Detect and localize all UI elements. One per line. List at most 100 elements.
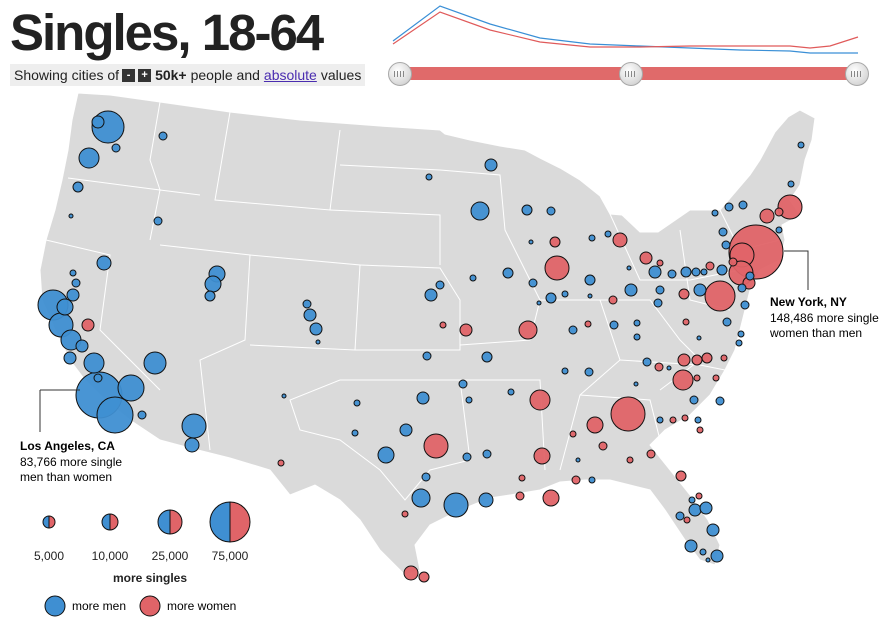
city-bubble-more-women[interactable]: [701, 352, 713, 364]
slider-handle-start[interactable]: [388, 62, 412, 86]
city-bubble-more-women[interactable]: [459, 323, 473, 337]
city-bubble-more-men[interactable]: [184, 437, 200, 453]
city-bubble-more-women[interactable]: [81, 318, 95, 332]
city-bubble-more-women[interactable]: [639, 251, 653, 265]
city-bubble-more-women[interactable]: [683, 516, 691, 524]
city-bubble-more-men[interactable]: [653, 298, 663, 308]
city-bubble-more-men[interactable]: [694, 416, 702, 424]
city-bubble-more-men[interactable]: [462, 452, 472, 462]
city-bubble-more-women[interactable]: [277, 459, 285, 467]
city-bubble-more-men[interactable]: [465, 396, 473, 404]
city-bubble-more-women[interactable]: [542, 489, 560, 507]
city-bubble-more-women[interactable]: [586, 416, 604, 434]
city-bubble-more-men[interactable]: [521, 204, 533, 216]
city-bubble-more-women[interactable]: [669, 416, 677, 424]
city-bubble-more-women[interactable]: [677, 353, 691, 367]
city-bubble-more-men[interactable]: [481, 351, 493, 363]
city-bubble-more-men[interactable]: [309, 322, 323, 336]
city-bubble-more-men[interactable]: [204, 290, 216, 302]
city-bubble-more-women[interactable]: [626, 456, 634, 464]
city-bubble-more-men[interactable]: [111, 143, 121, 153]
city-bubble-more-men[interactable]: [143, 351, 167, 375]
city-bubble-more-men[interactable]: [303, 308, 317, 322]
city-bubble-more-men[interactable]: [458, 379, 468, 389]
city-bubble-more-men[interactable]: [699, 548, 707, 556]
city-bubble-more-men[interactable]: [63, 351, 77, 365]
slider-handle-middle[interactable]: [619, 62, 643, 86]
city-bubble-more-women[interactable]: [518, 474, 526, 482]
city-bubble-more-men[interactable]: [377, 446, 395, 464]
city-bubble-more-men[interactable]: [416, 391, 430, 405]
increase-button[interactable]: +: [138, 68, 152, 82]
city-bubble-more-men[interactable]: [137, 410, 147, 420]
city-bubble-more-women[interactable]: [693, 374, 701, 382]
city-bubble-more-men[interactable]: [775, 226, 783, 234]
city-bubble-more-men[interactable]: [484, 158, 498, 172]
city-bubble-more-women[interactable]: [654, 362, 664, 372]
city-bubble-more-women[interactable]: [695, 492, 703, 500]
city-bubble-more-women[interactable]: [610, 396, 646, 432]
city-bubble-more-men[interactable]: [666, 365, 672, 371]
city-bubble-more-men[interactable]: [699, 501, 713, 515]
city-bubble-more-men[interactable]: [667, 269, 677, 279]
city-bubble-more-men[interactable]: [648, 265, 662, 279]
city-bubble-more-men[interactable]: [706, 523, 720, 537]
city-bubble-more-men[interactable]: [688, 503, 702, 517]
city-bubble-more-men[interactable]: [684, 539, 698, 553]
city-bubble-more-men[interactable]: [422, 351, 432, 361]
city-bubble-more-women[interactable]: [712, 374, 720, 382]
city-bubble-more-men[interactable]: [482, 449, 492, 459]
city-bubble-more-men[interactable]: [546, 206, 556, 216]
city-bubble-more-women[interactable]: [533, 447, 551, 465]
city-bubble-more-men[interactable]: [587, 293, 593, 299]
city-bubble-more-men[interactable]: [724, 202, 734, 212]
city-bubble-more-men[interactable]: [568, 325, 578, 335]
city-bubble-more-men[interactable]: [737, 330, 745, 338]
city-bubble-more-men[interactable]: [716, 264, 728, 276]
city-bubble-more-men[interactable]: [528, 239, 534, 245]
city-bubble-more-men[interactable]: [351, 429, 359, 437]
city-bubble-more-men[interactable]: [738, 200, 748, 210]
city-bubble-more-women[interactable]: [759, 208, 775, 224]
city-bubble-more-men[interactable]: [642, 357, 652, 367]
city-bubble-more-men[interactable]: [536, 300, 542, 306]
city-bubble-more-men[interactable]: [705, 557, 711, 563]
city-bubble-more-men[interactable]: [624, 283, 638, 297]
city-bubble-more-women[interactable]: [646, 449, 656, 459]
city-bubble-more-men[interactable]: [469, 274, 477, 282]
city-bubble-more-men[interactable]: [711, 209, 719, 217]
value-mode-link[interactable]: absolute: [263, 67, 317, 83]
city-bubble-more-men[interactable]: [502, 267, 514, 279]
city-bubble-more-women[interactable]: [515, 491, 525, 501]
city-bubble-more-men[interactable]: [675, 511, 685, 521]
city-bubble-more-men[interactable]: [588, 234, 596, 242]
city-bubble-more-men[interactable]: [91, 115, 105, 129]
city-bubble-more-women[interactable]: [777, 194, 803, 220]
city-bubble-more-men[interactable]: [478, 492, 494, 508]
city-bubble-more-women[interactable]: [544, 255, 570, 281]
city-bubble-more-women[interactable]: [401, 510, 409, 518]
city-bubble-more-men[interactable]: [528, 278, 538, 288]
city-bubble-more-men[interactable]: [609, 320, 619, 330]
city-bubble-more-women[interactable]: [529, 389, 551, 411]
city-bubble-more-men[interactable]: [680, 266, 692, 278]
city-bubble-more-men[interactable]: [700, 268, 708, 276]
city-bubble-more-men[interactable]: [745, 271, 755, 281]
city-bubble-more-women[interactable]: [612, 232, 628, 248]
city-bubble-more-men[interactable]: [721, 240, 731, 250]
city-bubble-more-men[interactable]: [718, 227, 728, 237]
city-bubble-more-men[interactable]: [633, 381, 639, 387]
city-bubble-more-women[interactable]: [571, 475, 581, 485]
city-bubble-more-men[interactable]: [302, 299, 312, 309]
city-bubble-more-women[interactable]: [656, 259, 664, 267]
city-bubble-more-men[interactable]: [787, 180, 795, 188]
city-bubble-more-men[interactable]: [561, 290, 569, 298]
city-bubble-more-women[interactable]: [696, 426, 704, 434]
city-bubble-more-women[interactable]: [675, 470, 687, 482]
city-bubble-more-men[interactable]: [69, 269, 77, 277]
city-bubble-more-women[interactable]: [682, 318, 690, 326]
city-bubble-more-men[interactable]: [443, 492, 469, 518]
city-bubble-more-women[interactable]: [720, 354, 728, 362]
city-bubble-more-men[interactable]: [158, 131, 168, 141]
city-bubble-more-men[interactable]: [689, 395, 699, 405]
